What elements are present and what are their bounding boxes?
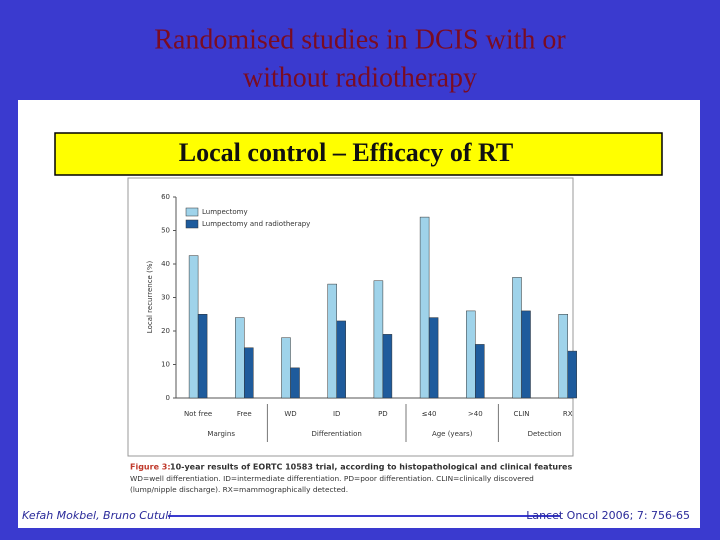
bar	[327, 283, 337, 399]
x-tick-label: >40	[468, 410, 483, 418]
caption-note: WD=well differentiation. ID=intermediate…	[130, 474, 534, 483]
bar	[428, 317, 439, 399]
bar	[466, 310, 476, 399]
group-label: Margins	[207, 430, 235, 438]
bar	[336, 320, 346, 399]
y-tick-label: 60	[161, 193, 170, 201]
y-tick-label: 20	[161, 327, 170, 335]
bar	[382, 334, 393, 399]
slide-title: Randomised studies in DCIS with or	[154, 24, 566, 55]
bar	[567, 350, 577, 399]
x-tick-label: CLIN	[513, 410, 529, 418]
bar	[244, 347, 254, 399]
bar	[197, 314, 208, 399]
y-tick-label: 40	[161, 260, 170, 268]
caption-note: (lump/nipple discharge). RX=mammographic…	[130, 485, 348, 494]
bar	[290, 367, 300, 399]
x-tick-label: PD	[378, 410, 388, 418]
x-tick-label: Free	[237, 410, 252, 418]
bar	[373, 280, 384, 399]
box-text: Local control – Efficacy of RT	[179, 138, 513, 167]
bar	[558, 314, 568, 399]
y-tick-label: 50	[161, 227, 170, 235]
bar	[521, 310, 531, 399]
x-tick-label: RX	[563, 410, 573, 418]
x-tick-label: WD	[284, 410, 296, 418]
slide-title: without radiotherapy	[243, 62, 477, 93]
x-tick-label: ID	[333, 410, 340, 418]
footer-authors: Kefah Mokbel, Bruno Cutuli	[22, 509, 171, 522]
x-tick-label: Not free	[184, 410, 212, 418]
legend-label: Lumpectomy	[202, 208, 248, 216]
bar	[419, 216, 430, 399]
group-label: Detection	[528, 430, 562, 438]
y-tick-label: 10	[161, 361, 170, 369]
bar	[512, 277, 522, 399]
legend-label: Lumpectomy and radiotherapy	[202, 220, 310, 228]
group-label: Differentiation	[312, 430, 362, 438]
y-tick-label: 30	[161, 294, 170, 302]
legend-swatch	[185, 219, 199, 229]
caption-label: Figure 3:	[130, 463, 171, 472]
bar	[475, 344, 485, 399]
y-axis-label: Local recurrence (%)	[146, 261, 154, 334]
footer-source: Lancet Oncol 2006; 7: 756-65	[526, 509, 690, 522]
legend-swatch	[185, 207, 199, 217]
y-tick-label: 0	[166, 394, 170, 402]
caption-text: 10-year results of EORTC 10583 trial, ac…	[170, 463, 572, 472]
x-tick-label: ≤40	[422, 410, 437, 418]
group-label: Age (years)	[432, 430, 473, 438]
highlight-box	[54, 132, 663, 176]
bar	[281, 337, 291, 399]
bar	[235, 317, 245, 399]
bar	[188, 255, 199, 399]
